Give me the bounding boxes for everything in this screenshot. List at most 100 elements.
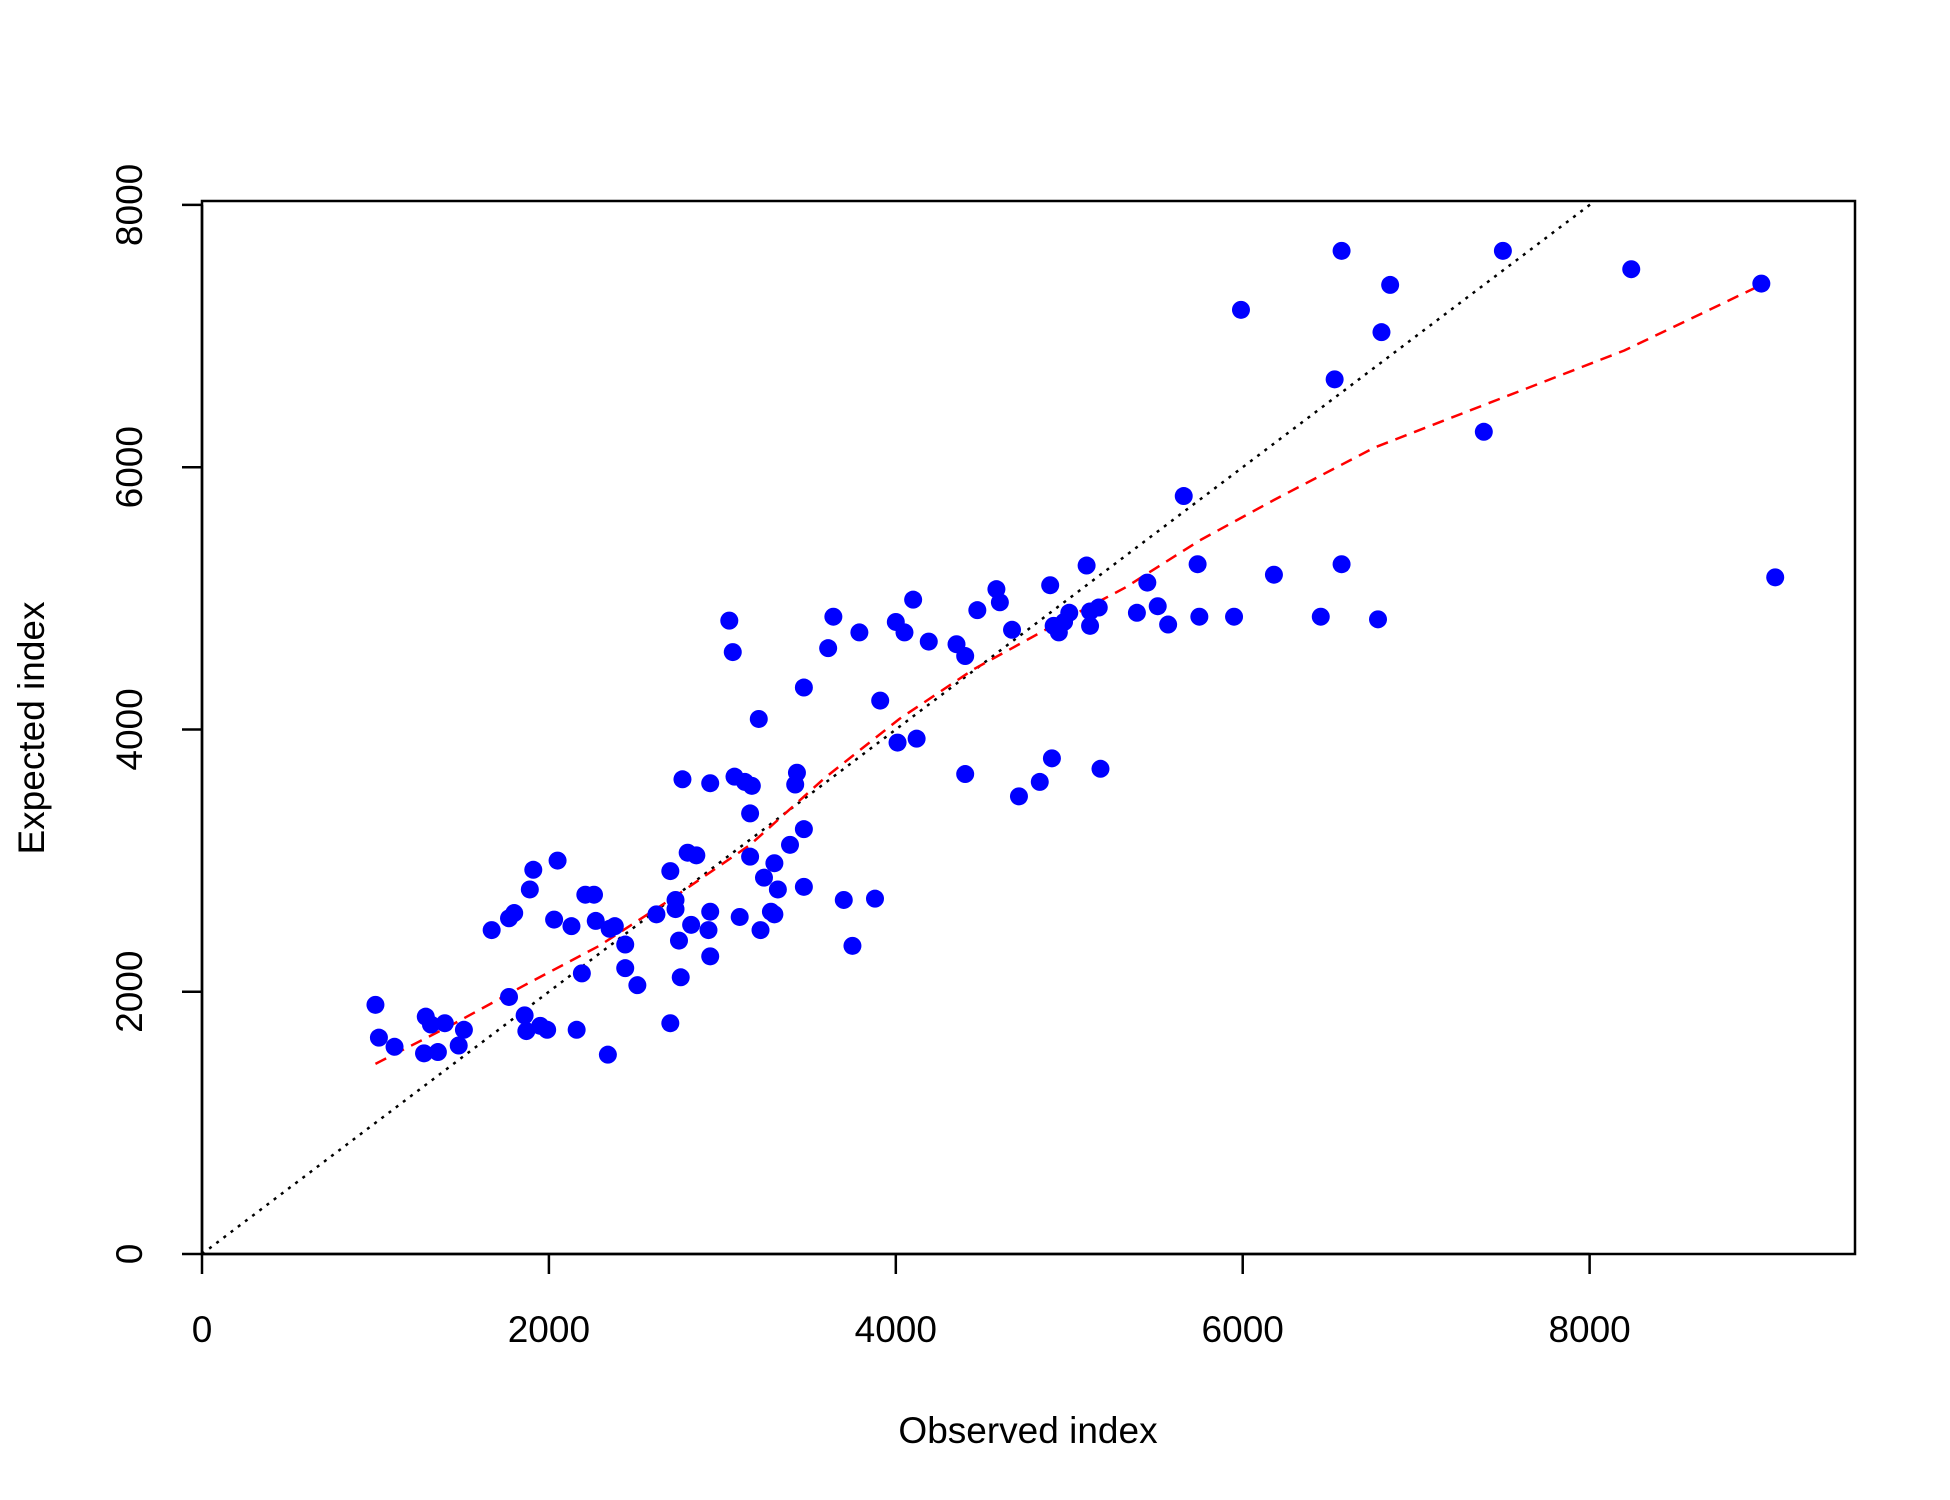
point bbox=[871, 691, 890, 710]
point bbox=[1148, 597, 1167, 616]
point bbox=[1138, 573, 1157, 592]
point bbox=[567, 1020, 586, 1039]
point bbox=[907, 729, 926, 748]
x-tick-label: 2000 bbox=[508, 1309, 590, 1350]
y-tick-label: 0 bbox=[109, 1244, 150, 1265]
point bbox=[824, 607, 843, 626]
point bbox=[366, 995, 385, 1014]
point bbox=[562, 917, 581, 936]
point bbox=[787, 763, 806, 782]
point bbox=[1372, 323, 1391, 342]
point bbox=[1159, 615, 1178, 634]
point bbox=[1752, 274, 1771, 293]
point bbox=[819, 639, 838, 658]
point bbox=[520, 880, 539, 899]
point bbox=[666, 900, 685, 919]
point bbox=[904, 590, 923, 609]
point bbox=[385, 1037, 404, 1056]
x-tick-label: 0 bbox=[192, 1309, 213, 1350]
y-tick-label: 4000 bbox=[109, 688, 150, 770]
point bbox=[661, 1014, 680, 1033]
point bbox=[1091, 759, 1110, 778]
point bbox=[669, 931, 688, 950]
point bbox=[956, 647, 975, 666]
point bbox=[1042, 749, 1061, 768]
point bbox=[699, 921, 718, 940]
point bbox=[505, 904, 524, 923]
point bbox=[682, 915, 701, 934]
reference-line bbox=[202, 201, 1597, 1254]
point bbox=[1311, 607, 1330, 626]
point bbox=[1493, 241, 1512, 260]
point bbox=[1089, 598, 1108, 617]
point bbox=[572, 964, 591, 983]
point bbox=[661, 862, 680, 881]
point bbox=[1225, 607, 1244, 626]
point bbox=[990, 593, 1009, 612]
point bbox=[865, 889, 884, 908]
x-tick-label: 8000 bbox=[1548, 1309, 1630, 1350]
point bbox=[956, 765, 975, 784]
y-tick-label: 2000 bbox=[109, 951, 150, 1033]
point bbox=[1030, 772, 1049, 791]
point bbox=[794, 820, 813, 839]
point bbox=[1003, 620, 1022, 639]
point bbox=[751, 921, 770, 940]
point bbox=[754, 868, 773, 887]
fit-line bbox=[374, 283, 1762, 1065]
point bbox=[598, 1045, 617, 1064]
point bbox=[765, 905, 784, 924]
point bbox=[673, 770, 692, 789]
point bbox=[687, 846, 706, 865]
point bbox=[919, 632, 938, 651]
point bbox=[671, 968, 690, 987]
point bbox=[1081, 616, 1100, 635]
x-axis-label: Observed index bbox=[898, 1410, 1158, 1451]
point bbox=[730, 907, 749, 926]
point bbox=[843, 936, 862, 955]
point bbox=[741, 804, 760, 823]
point bbox=[647, 905, 666, 924]
point bbox=[586, 911, 605, 930]
point bbox=[720, 611, 739, 630]
point bbox=[605, 917, 624, 936]
point bbox=[435, 1014, 454, 1033]
plot-frame bbox=[200, 199, 1857, 1256]
point bbox=[1264, 565, 1283, 584]
point bbox=[538, 1020, 557, 1039]
point bbox=[449, 1036, 468, 1055]
point bbox=[1077, 556, 1096, 575]
point bbox=[834, 890, 853, 909]
point bbox=[765, 854, 784, 873]
point bbox=[1174, 487, 1193, 506]
point bbox=[701, 774, 720, 793]
point bbox=[1325, 370, 1344, 389]
point bbox=[616, 935, 635, 954]
y-tick-label: 8000 bbox=[109, 164, 150, 246]
point bbox=[1190, 607, 1209, 626]
point bbox=[1127, 603, 1146, 622]
point bbox=[749, 709, 768, 728]
point bbox=[768, 880, 787, 899]
point bbox=[1369, 610, 1388, 629]
point bbox=[628, 976, 647, 995]
point bbox=[701, 947, 720, 966]
point bbox=[888, 733, 907, 752]
point bbox=[421, 1015, 440, 1034]
point bbox=[616, 959, 635, 978]
point bbox=[1622, 260, 1641, 279]
point bbox=[500, 987, 519, 1006]
point bbox=[1188, 555, 1207, 574]
point bbox=[1041, 576, 1060, 595]
point bbox=[585, 885, 604, 904]
point bbox=[1766, 568, 1785, 587]
point bbox=[1332, 555, 1351, 574]
point bbox=[1231, 300, 1250, 319]
point bbox=[524, 860, 543, 879]
y-axis-label: Expected index bbox=[11, 601, 52, 855]
point bbox=[701, 902, 720, 921]
point bbox=[794, 877, 813, 896]
point bbox=[723, 643, 742, 662]
point bbox=[850, 623, 869, 642]
